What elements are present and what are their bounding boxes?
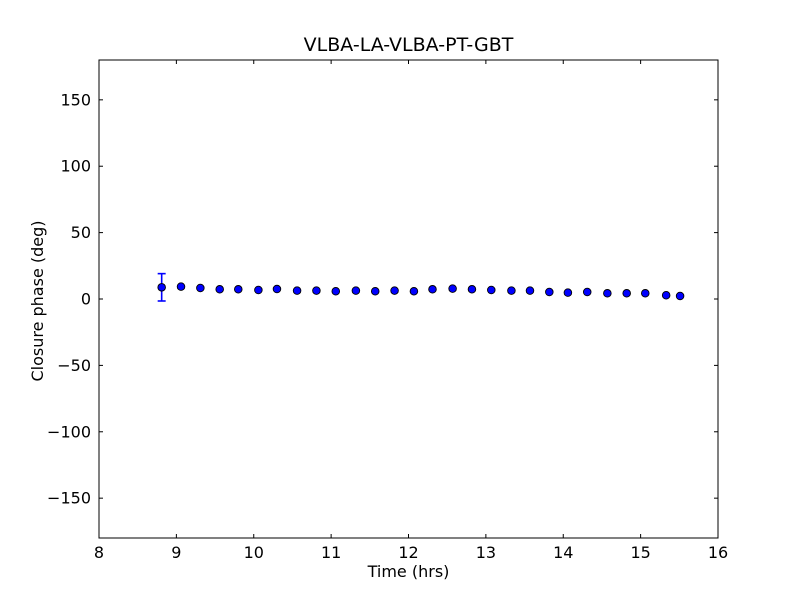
y-tick-label: −50 xyxy=(57,356,91,375)
data-point xyxy=(641,289,650,298)
data-point xyxy=(351,286,361,295)
data-point xyxy=(467,285,477,294)
data-point xyxy=(196,283,205,293)
data-point xyxy=(312,286,321,295)
y-tick-label: 100 xyxy=(60,157,91,176)
data-point xyxy=(292,286,302,295)
data-point xyxy=(390,286,399,295)
data-point xyxy=(545,287,554,297)
axes-frame xyxy=(98,59,719,539)
data-point xyxy=(176,282,186,291)
x-tick-label: 14 xyxy=(553,543,573,562)
x-tick-label: 9 xyxy=(171,543,181,562)
data-point xyxy=(525,286,535,295)
data-point xyxy=(428,285,437,294)
data-point xyxy=(409,287,419,296)
x-tick-label: 10 xyxy=(244,543,264,562)
data-point xyxy=(370,287,380,296)
chart-title: VLBA-LA-VLBA-PT-GBT xyxy=(303,34,514,56)
data-point xyxy=(582,287,592,297)
y-tick-label: −150 xyxy=(47,489,91,508)
y-tick-label: −100 xyxy=(47,422,91,441)
x-tick-label: 15 xyxy=(630,543,650,562)
data-point xyxy=(563,288,573,297)
x-tick-label: 11 xyxy=(321,543,341,562)
data-point xyxy=(487,285,496,295)
data-point xyxy=(448,284,457,293)
data-point xyxy=(661,291,671,300)
y-axis-label: Closure phase (deg) xyxy=(28,220,47,382)
x-tick-label: 16 xyxy=(708,543,728,562)
data-point xyxy=(622,289,631,298)
y-tick-label: 0 xyxy=(81,290,91,309)
data-point xyxy=(331,287,341,296)
x-tick-label: 8 xyxy=(94,543,104,562)
x-tick-label: 13 xyxy=(476,543,496,562)
y-tick-label: 50 xyxy=(71,223,91,242)
data-point xyxy=(215,285,224,294)
data-point xyxy=(272,284,282,294)
x-axis-label: Time (hrs) xyxy=(367,562,450,581)
y-tick-label: 150 xyxy=(60,90,91,109)
data-point xyxy=(157,283,166,292)
data-point xyxy=(675,291,685,301)
data-point xyxy=(507,286,516,295)
x-tick-label: 12 xyxy=(398,543,418,562)
data-point xyxy=(254,285,263,295)
data-point xyxy=(234,285,243,294)
data-point xyxy=(603,289,612,298)
